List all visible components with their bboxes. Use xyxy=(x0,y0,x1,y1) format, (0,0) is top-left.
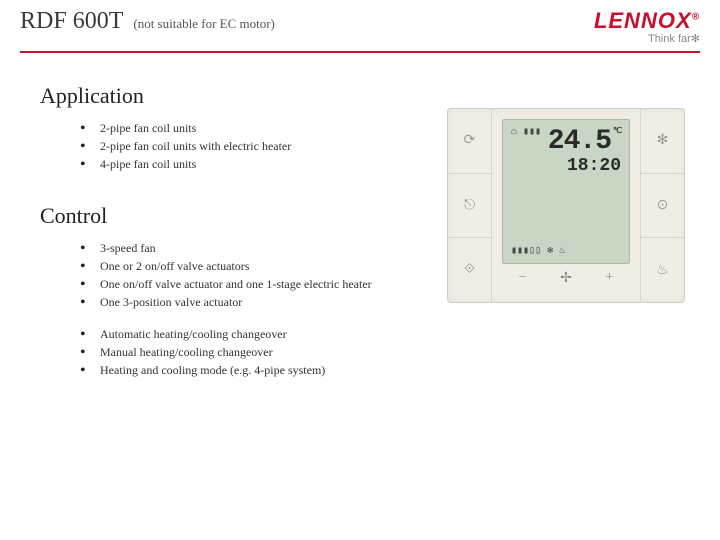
brand-logo-text: LENNOX xyxy=(594,8,692,33)
product-title: RDF 600T xyxy=(20,8,123,35)
select-button-icon: ✢ xyxy=(560,270,572,287)
power-button-icon: ⊙ xyxy=(641,174,684,239)
mode-button-icon: ⟳ xyxy=(448,109,491,174)
temperature-unit: ℃ xyxy=(613,127,621,136)
cool-button-icon: ✻ xyxy=(641,109,684,174)
registered-icon: ® xyxy=(692,12,700,23)
esc-button-icon: ⎋ xyxy=(448,174,491,239)
device-left-buttons: ⟳ ⎋ ⟐ xyxy=(448,109,492,302)
plus-button-icon: + xyxy=(605,270,613,286)
lcd-time: 18:20 xyxy=(511,156,621,178)
list-gap xyxy=(80,311,700,325)
list-item: Manual heating/cooling changeover xyxy=(80,343,700,361)
page-header: RDF 600T (not suitable for EC motor) LEN… xyxy=(0,0,720,45)
heat-button-icon: ♨ xyxy=(641,238,684,302)
star-icon: ✻ xyxy=(691,33,700,45)
brand-tagline-text: Think far xyxy=(648,33,691,45)
brand-logo: LENNOX® xyxy=(594,8,700,34)
application-heading: Application xyxy=(40,83,700,109)
device-center: ⌂ ▮▮▮ 24.5℃ 18:20 ▮▮▮▯▯ ✻ ♨ − ✢ + xyxy=(492,109,640,302)
list-item: Automatic heating/cooling changeover xyxy=(80,325,700,343)
product-subtitle: (not suitable for EC motor) xyxy=(133,16,275,32)
logo-block: LENNOX® Think far✻ xyxy=(594,8,700,45)
list-item: Heating and cooling mode (e.g. 4-pipe sy… xyxy=(80,361,700,379)
thermostat-image: ⟳ ⎋ ⟐ ⌂ ▮▮▮ 24.5℃ 18:20 ▮▮▮▯▯ ✻ ♨ − ✢ + … xyxy=(447,108,685,303)
lcd-display: ⌂ ▮▮▮ 24.5℃ 18:20 ▮▮▮▯▯ ✻ ♨ xyxy=(502,119,630,264)
device-bottom-buttons: − ✢ + xyxy=(502,264,630,292)
minus-button-icon: − xyxy=(519,270,527,286)
device-right-buttons: ✻ ⊙ ♨ xyxy=(640,109,684,302)
title-block: RDF 600T (not suitable for EC motor) xyxy=(20,8,275,35)
fan-button-icon: ⟐ xyxy=(448,238,491,302)
temperature-value: 24.5 xyxy=(548,126,611,157)
lcd-mode-icon: ⌂ ▮▮▮ xyxy=(511,126,541,138)
lcd-bottom-icons: ▮▮▮▯▯ ✻ ♨ xyxy=(511,245,621,257)
